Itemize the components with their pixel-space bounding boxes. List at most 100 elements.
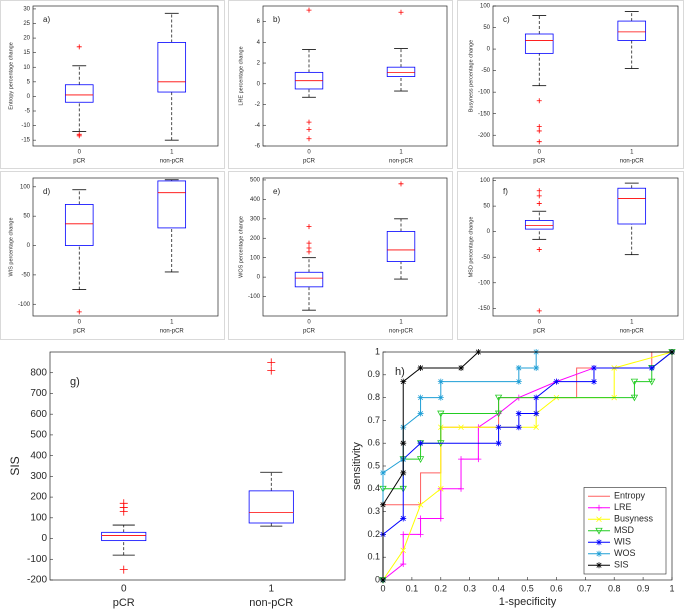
roc-marker <box>648 364 655 371</box>
group-label: pCR <box>303 159 316 165</box>
y-tick-label: 0.5 <box>367 460 380 470</box>
y-tick-label: 100 <box>250 255 261 261</box>
x-tick-label: 1 <box>170 150 174 156</box>
roc-marker <box>417 531 424 538</box>
group-label: pCR <box>303 329 316 335</box>
group-label: non-pCR <box>389 159 414 165</box>
y-tick-label: 0 <box>27 94 31 100</box>
y-tick-label: -100 <box>18 302 31 308</box>
y-tick-label: 200 <box>30 492 47 503</box>
roc-marker <box>515 378 522 385</box>
x-tick-label: 1 <box>669 583 674 593</box>
panel-label: d) <box>43 187 50 196</box>
x-tick-label: 1 <box>399 150 403 156</box>
y-tick-label: 0.2 <box>367 529 380 539</box>
box <box>617 187 647 225</box>
y-tick-label: 15 <box>23 50 30 56</box>
x-tick-label: 0 <box>380 583 385 593</box>
y-tick-label: 400 <box>250 197 261 203</box>
x-tick-label: 0 <box>538 150 542 156</box>
panel-frame <box>228 171 453 340</box>
box <box>248 490 294 524</box>
box <box>157 42 187 93</box>
axes-box <box>492 5 679 147</box>
outlier <box>536 201 542 207</box>
y-tick-label: -4 <box>255 123 261 129</box>
outlier <box>398 9 404 15</box>
roc-marker <box>400 547 407 554</box>
outlier <box>306 245 312 251</box>
x-tick-label: 0.3 <box>463 583 476 593</box>
legend-marker <box>596 539 602 546</box>
x-tick-label: 1 <box>399 320 403 326</box>
roc-marker <box>515 424 522 431</box>
outlier <box>536 308 542 314</box>
y-tick-label: 0 <box>27 243 31 249</box>
axes-box <box>32 5 219 147</box>
roc-marker <box>475 349 482 355</box>
y-tick-label: 300 <box>250 216 261 222</box>
y-tick-label: 400 <box>30 450 47 461</box>
panel-label: b) <box>273 15 280 24</box>
y-tick-label: 10 <box>23 65 30 71</box>
box <box>617 20 647 41</box>
roc-marker <box>400 561 407 568</box>
roc-marker <box>438 486 444 492</box>
y-tick-label: -200 <box>27 575 47 586</box>
x-tick-label: 0 <box>307 320 311 326</box>
y-tick-label: 0 <box>487 47 491 53</box>
outlier <box>536 247 542 253</box>
outlier <box>306 240 312 246</box>
outlier <box>306 126 312 132</box>
y-tick-label: -100 <box>248 294 261 300</box>
group-label: non-pCR <box>620 159 645 165</box>
y-tick-label: 0.9 <box>367 369 380 379</box>
y-tick-label: 25 <box>23 21 30 27</box>
y-tick-label: 100 <box>30 512 47 523</box>
roc-marker <box>400 378 407 385</box>
y-axis-label: SIS <box>8 456 22 475</box>
x-tick-label: 0.6 <box>550 583 563 593</box>
y-tick-label: -6 <box>255 144 261 150</box>
y-tick-label: 0.1 <box>367 552 380 562</box>
x-tick-label: 0 <box>538 320 542 326</box>
y-tick-label: -100 <box>27 554 47 565</box>
y-tick-label: -200 <box>478 133 491 139</box>
x-tick-label: 0.7 <box>579 583 592 593</box>
roc-marker <box>533 410 540 417</box>
y-tick-label: 0.4 <box>367 483 380 493</box>
x-tick-label: 1 <box>630 150 634 156</box>
y-tick-label: 300 <box>30 471 47 482</box>
outlier <box>536 188 542 194</box>
panel-frame <box>0 171 225 340</box>
box <box>524 220 554 230</box>
roc-marker <box>458 485 465 492</box>
legend-label: WOS <box>614 548 636 558</box>
y-tick-label: 5 <box>27 79 31 85</box>
y-tick-label: 0 <box>487 229 491 235</box>
outlier <box>306 136 312 142</box>
roc-marker <box>380 469 386 476</box>
roc-marker <box>437 410 445 418</box>
legend-label: Busyness <box>614 514 654 524</box>
roc-marker <box>437 394 444 401</box>
y-tick-label: 50 <box>483 25 490 31</box>
y-tick-label: -150 <box>478 111 491 117</box>
y-axis-label: sensitivity <box>351 442 363 490</box>
panel-label: g) <box>70 376 80 388</box>
axes-box <box>492 177 679 317</box>
outlier <box>306 119 312 125</box>
y-tick-label: 800 <box>30 367 47 378</box>
outlier <box>306 224 312 230</box>
group-label: non-pCR <box>620 329 645 335</box>
y-tick-label: -10 <box>21 123 30 129</box>
roc-marker <box>494 410 503 418</box>
roc-marker <box>669 349 675 355</box>
x-tick-label: 0 <box>121 584 127 595</box>
outlier <box>398 181 404 187</box>
y-tick-label: 1 <box>375 346 380 356</box>
panel-label: e) <box>273 187 280 196</box>
y-tick-label: 0.7 <box>367 415 380 425</box>
roc-marker <box>416 456 425 463</box>
box <box>101 531 147 542</box>
